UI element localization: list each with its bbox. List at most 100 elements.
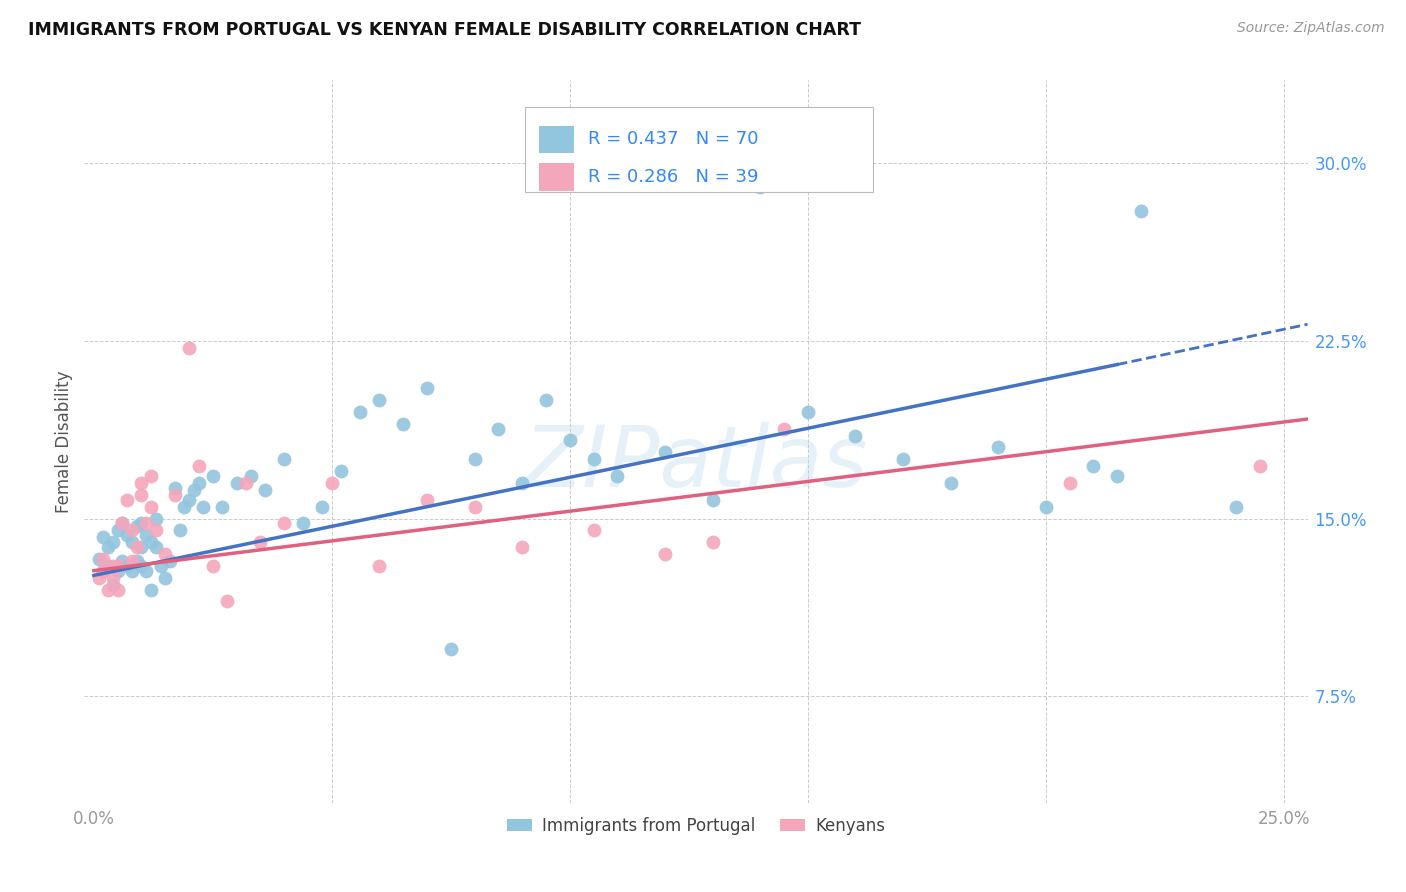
Y-axis label: Female Disability: Female Disability <box>55 370 73 513</box>
Point <box>510 475 533 490</box>
Point <box>139 500 162 514</box>
Point <box>749 180 772 194</box>
Point <box>121 564 143 578</box>
Legend: Immigrants from Portugal, Kenyans: Immigrants from Portugal, Kenyans <box>501 810 891 841</box>
Point <box>193 500 215 514</box>
Point <box>115 558 138 573</box>
Point <box>163 481 186 495</box>
Point <box>163 488 186 502</box>
Point <box>349 405 371 419</box>
Point <box>702 535 724 549</box>
Point <box>107 558 129 573</box>
Point <box>416 492 439 507</box>
Bar <box>524 107 873 193</box>
Point <box>510 540 533 554</box>
Bar <box>540 126 574 153</box>
Point <box>1225 500 1247 514</box>
Point <box>145 540 167 554</box>
Point <box>1130 203 1153 218</box>
Point <box>97 558 120 573</box>
Point <box>292 516 315 531</box>
Point <box>139 469 162 483</box>
Text: R = 0.286   N = 39: R = 0.286 N = 39 <box>588 168 759 186</box>
Point <box>464 452 486 467</box>
Point <box>111 516 134 531</box>
Point <box>987 441 1010 455</box>
Point <box>115 492 138 507</box>
Point <box>135 564 157 578</box>
Point <box>131 488 153 502</box>
Point <box>1059 475 1081 490</box>
Bar <box>540 163 574 191</box>
Point <box>368 393 391 408</box>
Point <box>654 547 676 561</box>
Point <box>101 578 124 592</box>
Point <box>797 405 820 419</box>
Point <box>139 582 162 597</box>
Point <box>125 518 148 533</box>
Point <box>273 452 295 467</box>
Point <box>183 483 205 497</box>
Point <box>330 464 353 478</box>
Point <box>93 564 115 578</box>
Point <box>115 528 138 542</box>
Point <box>891 452 914 467</box>
Point <box>155 571 177 585</box>
Point <box>125 554 148 568</box>
Point <box>135 528 157 542</box>
Point <box>187 475 209 490</box>
Point <box>173 500 195 514</box>
Point <box>145 524 167 538</box>
Point <box>939 475 962 490</box>
Point <box>1035 500 1057 514</box>
Point <box>145 511 167 525</box>
Point <box>416 381 439 395</box>
Point <box>702 492 724 507</box>
Point <box>606 469 628 483</box>
Point <box>93 531 115 545</box>
Point <box>107 524 129 538</box>
Point <box>131 558 153 573</box>
Point <box>582 524 605 538</box>
Point <box>311 500 333 514</box>
Point <box>440 641 463 656</box>
Text: R = 0.437   N = 70: R = 0.437 N = 70 <box>588 130 759 148</box>
Point <box>654 445 676 459</box>
Text: IMMIGRANTS FROM PORTUGAL VS KENYAN FEMALE DISABILITY CORRELATION CHART: IMMIGRANTS FROM PORTUGAL VS KENYAN FEMAL… <box>28 21 860 38</box>
Point <box>149 558 172 573</box>
Point <box>121 554 143 568</box>
Point <box>169 524 191 538</box>
Point <box>101 558 124 573</box>
Point <box>844 428 866 442</box>
Point <box>773 421 796 435</box>
Point <box>139 535 162 549</box>
Point <box>558 434 581 448</box>
Point <box>177 341 200 355</box>
Point <box>111 554 134 568</box>
Point <box>201 558 224 573</box>
Point <box>187 459 209 474</box>
Point <box>239 469 262 483</box>
Point <box>87 571 110 585</box>
Point <box>392 417 415 431</box>
Point <box>249 535 271 549</box>
Point <box>135 516 157 531</box>
Point <box>111 516 134 531</box>
Point <box>254 483 277 497</box>
Point <box>1249 459 1271 474</box>
Point <box>368 558 391 573</box>
Point <box>101 571 124 585</box>
Point <box>131 475 153 490</box>
Point <box>155 547 177 561</box>
Point <box>97 540 120 554</box>
Point <box>225 475 247 490</box>
Point <box>235 475 257 490</box>
Point <box>93 564 115 578</box>
Point <box>534 393 557 408</box>
Point <box>107 582 129 597</box>
Text: Source: ZipAtlas.com: Source: ZipAtlas.com <box>1237 21 1385 35</box>
Point <box>211 500 233 514</box>
Point <box>107 564 129 578</box>
Point <box>131 516 153 531</box>
Point <box>217 594 239 608</box>
